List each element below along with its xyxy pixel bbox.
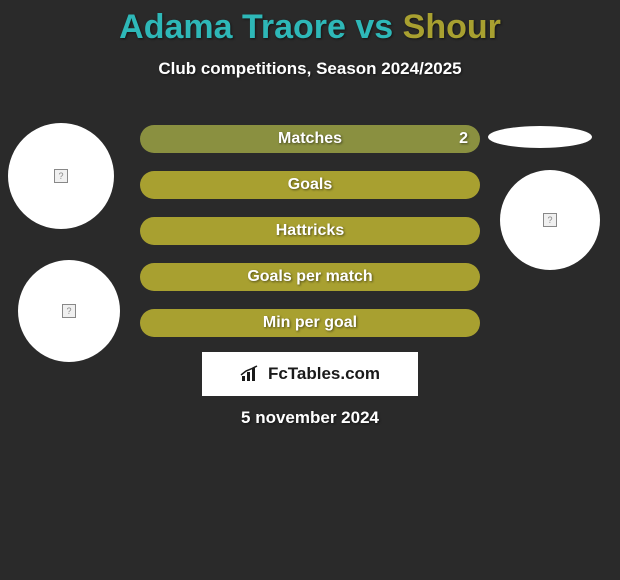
branding-text: FcTables.com <box>268 364 380 384</box>
broken-image-icon: ? <box>54 169 68 183</box>
stat-label: Hattricks <box>276 222 344 240</box>
stat-bar: Goals <box>140 171 480 199</box>
subtitle: Club competitions, Season 2024/2025 <box>0 59 620 79</box>
date-label: 5 november 2024 <box>0 408 620 428</box>
stat-value-right: 2 <box>459 130 468 148</box>
player-avatar-placeholder: ? <box>500 170 600 270</box>
stat-label: Min per goal <box>263 314 357 332</box>
player-avatar-placeholder: ? <box>8 123 114 229</box>
stat-bar: Matches 2 <box>140 125 480 153</box>
player-avatar-placeholder: ? <box>18 260 120 362</box>
stats-bars: Matches 2 Goals Hattricks Goals per match Min… <box>140 125 480 355</box>
branding-badge: FcTables.com <box>202 352 418 396</box>
stat-label: Goals per match <box>247 268 372 286</box>
stat-bar: Goals per match <box>140 263 480 291</box>
comparison-title: Adama Traore vs Shour <box>0 0 620 47</box>
stat-bar: Min per goal <box>140 309 480 337</box>
stat-bar: Hattricks <box>140 217 480 245</box>
decorative-ellipse <box>488 126 592 148</box>
stat-label: Goals <box>288 176 332 194</box>
chart-icon <box>240 365 262 383</box>
broken-image-icon: ? <box>62 304 76 318</box>
broken-image-icon: ? <box>543 213 557 227</box>
stat-label: Matches <box>278 130 342 148</box>
